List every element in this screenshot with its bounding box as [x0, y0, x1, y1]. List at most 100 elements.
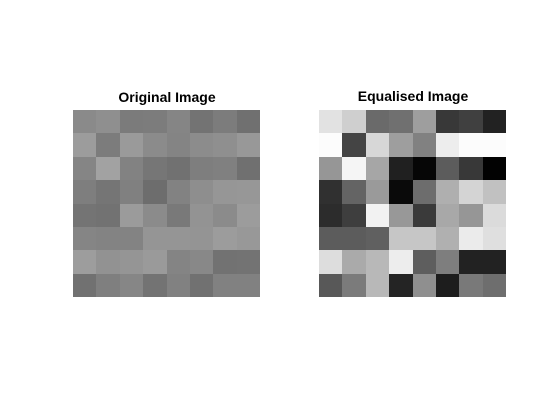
pixel-cell — [482, 273, 506, 297]
pixel-cell — [189, 133, 214, 157]
pixel-cell — [435, 273, 460, 297]
pixel-cell — [459, 203, 483, 227]
pixel-cell — [189, 180, 214, 204]
pixel-cell — [412, 156, 436, 181]
pixel-cell — [96, 273, 120, 297]
pixel-cell — [189, 226, 214, 251]
pixel-cell — [365, 273, 390, 297]
pixel-cell — [412, 110, 436, 134]
pixel-cell — [482, 250, 506, 274]
pixel-cell — [459, 110, 483, 134]
pixel-cell — [213, 203, 237, 227]
pixel-cell — [213, 133, 237, 157]
pixel-cell — [435, 133, 460, 157]
pixel-cell — [482, 180, 506, 204]
original-image-title: Original Image — [118, 89, 216, 105]
pixel-cell — [236, 273, 260, 297]
pixel-cell — [119, 226, 144, 251]
equalised-image — [319, 110, 506, 297]
pixel-cell — [236, 226, 260, 251]
pixel-cell — [189, 110, 214, 134]
pixel-cell — [143, 110, 167, 134]
pixel-cell — [319, 180, 343, 204]
pixel-cell — [213, 273, 237, 297]
pixel-cell — [412, 180, 436, 204]
pixel-cell — [482, 226, 506, 251]
pixel-cell — [412, 226, 436, 251]
pixel-cell — [166, 203, 190, 227]
pixel-cell — [96, 203, 120, 227]
pixel-cell — [143, 180, 167, 204]
pixel-cell — [365, 203, 390, 227]
pixel-cell — [73, 250, 97, 274]
pixel-cell — [435, 203, 460, 227]
pixel-cell — [143, 250, 167, 274]
pixel-cell — [389, 250, 413, 274]
pixel-cell — [389, 180, 413, 204]
pixel-cell — [143, 226, 167, 251]
pixel-cell — [319, 250, 343, 274]
pixel-cell — [365, 133, 390, 157]
pixel-cell — [73, 133, 97, 157]
pixel-cell — [319, 226, 343, 251]
pixel-cell — [459, 156, 483, 181]
pixel-cell — [389, 226, 413, 251]
pixel-cell — [482, 156, 506, 181]
pixel-cell — [189, 203, 214, 227]
pixel-cell — [319, 133, 343, 157]
pixel-cell — [166, 250, 190, 274]
pixel-cell — [189, 156, 214, 181]
pixel-cell — [319, 203, 343, 227]
pixel-cell — [143, 203, 167, 227]
pixel-cell — [96, 110, 120, 134]
pixel-cell — [342, 180, 366, 204]
pixel-cell — [119, 133, 144, 157]
pixel-cell — [435, 110, 460, 134]
pixel-cell — [119, 203, 144, 227]
pixel-cell — [213, 250, 237, 274]
pixel-cell — [319, 156, 343, 181]
pixel-cell — [412, 273, 436, 297]
pixel-cell — [96, 156, 120, 181]
pixel-cell — [365, 156, 390, 181]
pixel-cell — [482, 110, 506, 134]
equalised-image-title: Equalised Image — [357, 88, 469, 104]
pixel-cell — [459, 226, 483, 251]
pixel-cell — [166, 110, 190, 134]
pixel-cell — [365, 180, 390, 204]
pixel-cell — [96, 180, 120, 204]
pixel-cell — [389, 273, 413, 297]
pixel-cell — [342, 156, 366, 181]
pixel-cell — [189, 250, 214, 274]
pixel-cell — [213, 226, 237, 251]
pixel-cell — [73, 156, 97, 181]
pixel-cell — [213, 110, 237, 134]
pixel-cell — [459, 133, 483, 157]
pixel-cell — [143, 273, 167, 297]
pixel-cell — [119, 110, 144, 134]
pixel-cell — [236, 156, 260, 181]
pixel-cell — [342, 203, 366, 227]
pixel-cell — [342, 110, 366, 134]
pixel-cell — [96, 250, 120, 274]
pixel-cell — [389, 156, 413, 181]
pixel-cell — [459, 180, 483, 204]
pixel-cell — [96, 133, 120, 157]
pixel-cell — [119, 180, 144, 204]
pixel-cell — [389, 133, 413, 157]
pixel-cell — [166, 133, 190, 157]
pixel-cell — [412, 133, 436, 157]
pixel-cell — [342, 273, 366, 297]
pixel-cell — [189, 273, 214, 297]
pixel-cell — [166, 273, 190, 297]
pixel-cell — [166, 180, 190, 204]
pixel-cell — [96, 226, 120, 251]
pixel-cell — [143, 133, 167, 157]
pixel-cell — [73, 226, 97, 251]
pixel-cell — [389, 203, 413, 227]
pixel-cell — [73, 273, 97, 297]
pixel-cell — [482, 203, 506, 227]
pixel-cell — [412, 250, 436, 274]
pixel-cell — [435, 250, 460, 274]
